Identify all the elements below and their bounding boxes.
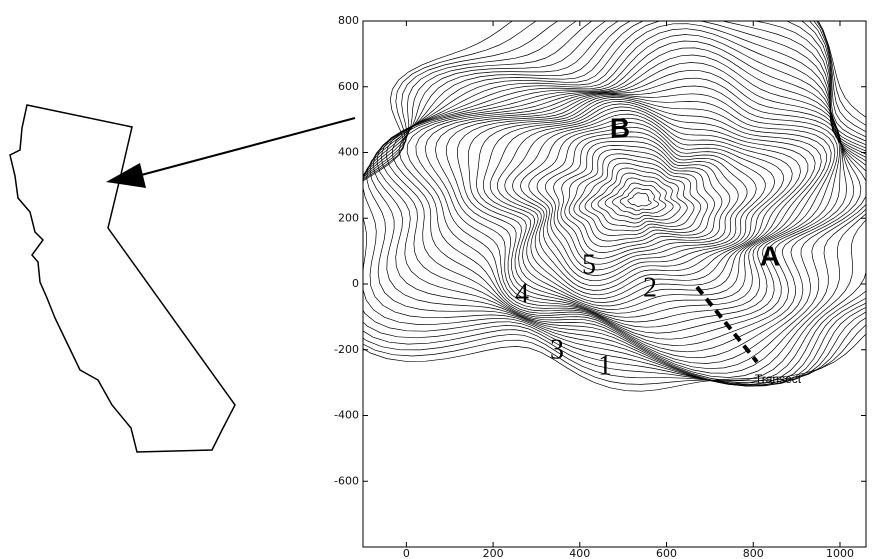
contour-line <box>482 101 816 307</box>
y-tick-label: 400 <box>338 146 359 159</box>
x-tick-label: 400 <box>569 547 590 559</box>
y-tick-label: 0 <box>352 277 359 290</box>
contour-line <box>363 21 866 387</box>
arrow-head <box>106 163 146 188</box>
contour-line <box>504 110 793 296</box>
plot-frame <box>362 20 867 548</box>
contour-line <box>456 95 832 318</box>
contour-line <box>398 54 855 353</box>
contour-line <box>496 106 801 300</box>
contour-line <box>612 182 667 216</box>
contour-line <box>415 69 842 340</box>
contour-line <box>536 126 757 276</box>
contour-line <box>406 62 847 346</box>
contour-line <box>380 34 866 370</box>
contour-line <box>363 21 866 387</box>
site-label: 2 <box>643 272 657 303</box>
contour-line <box>627 192 652 207</box>
contour-line <box>424 77 841 334</box>
contour-line <box>363 21 866 385</box>
contour-line <box>604 177 674 220</box>
y-tick-label: 600 <box>338 80 359 93</box>
y-tick-label: 800 <box>338 14 359 27</box>
contour-line <box>366 21 866 384</box>
site-label: 3 <box>550 334 564 365</box>
site-label: 1 <box>598 350 612 381</box>
x-tick-label: 200 <box>483 547 504 559</box>
contour-line <box>363 21 866 392</box>
contour-line <box>590 167 688 228</box>
contour-line <box>619 187 659 212</box>
y-tick-label: -600 <box>334 474 359 487</box>
contour-line <box>445 93 836 323</box>
contour-line <box>545 131 748 271</box>
contour-line <box>435 85 839 328</box>
contour-line <box>584 162 695 232</box>
y-tick-label: -200 <box>334 343 359 356</box>
arrow-shaft <box>129 117 356 179</box>
california-outline <box>9 104 236 453</box>
contour-line <box>578 158 702 236</box>
transect-label: Transect <box>755 372 802 386</box>
contour-line <box>568 149 715 248</box>
contour-line <box>560 141 731 259</box>
contour-line <box>512 113 784 291</box>
site-label: 5 <box>582 249 596 280</box>
contour-line <box>376 28 866 374</box>
contour-line <box>476 98 822 310</box>
contour-line <box>363 21 866 384</box>
contour-line <box>573 153 708 242</box>
contour-line <box>564 145 723 253</box>
transect-line <box>695 285 759 364</box>
contour-line <box>385 40 866 364</box>
region-label: B <box>610 112 630 143</box>
site-label: 4 <box>515 278 529 309</box>
contour-line <box>467 97 827 314</box>
x-tick-label: 0 <box>403 547 410 559</box>
contour-line <box>553 136 739 265</box>
contour-line <box>373 23 866 378</box>
y-tick-label: 200 <box>338 211 359 224</box>
contour-line <box>489 103 809 303</box>
region-label: A <box>760 240 780 271</box>
contour-line <box>363 21 866 386</box>
x-tick-label: 1000 <box>826 547 854 559</box>
contour-line <box>369 21 866 382</box>
contour-line <box>392 47 862 359</box>
contour-line <box>597 172 681 224</box>
x-tick-label: 800 <box>743 547 764 559</box>
contour-lines <box>363 21 866 392</box>
contour-line <box>528 122 766 282</box>
y-tick-label: -400 <box>334 409 359 422</box>
contour-line <box>520 117 776 287</box>
x-tick-label: 600 <box>656 547 677 559</box>
